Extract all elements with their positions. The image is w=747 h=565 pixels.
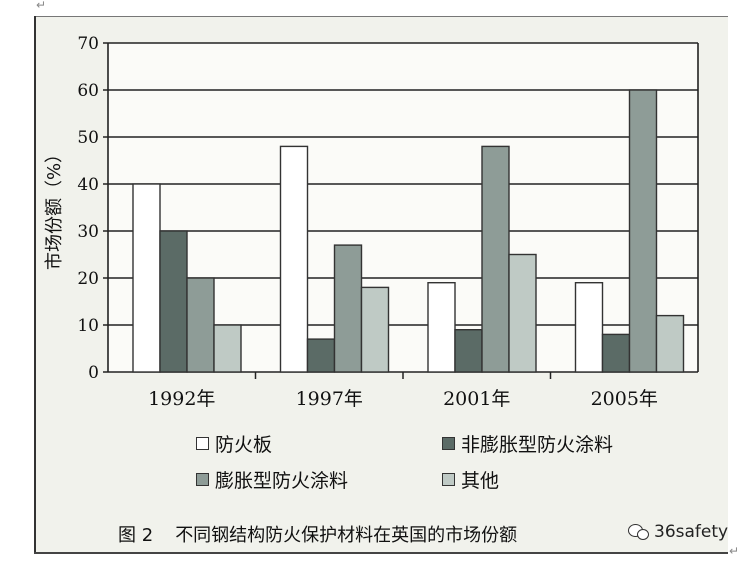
bar bbox=[481, 145, 510, 373]
figure-caption: 图 2 不同钢结构防火保护材料在英国的市场份额 bbox=[118, 521, 517, 547]
legend-item-non-intumescent: 非膨胀型防火涂料 bbox=[442, 430, 613, 457]
frame-top-line bbox=[34, 16, 728, 17]
bar bbox=[454, 329, 483, 373]
bar bbox=[333, 244, 363, 373]
y-tick-label: 70 bbox=[77, 34, 99, 54]
legend-swatch-other bbox=[442, 473, 455, 486]
wechat-icon bbox=[628, 524, 650, 540]
x-tick-label: 1992年 bbox=[148, 388, 215, 410]
legend-swatch-non-intumescent bbox=[442, 437, 455, 450]
legend-swatch-intumescent bbox=[196, 473, 209, 486]
bar bbox=[427, 282, 456, 373]
figure-caption-text: 不同钢结构防火保护材料在英国的市场份额 bbox=[175, 525, 518, 546]
y-tick-label: 40 bbox=[77, 175, 99, 195]
y-tick-label: 30 bbox=[77, 222, 99, 242]
bar bbox=[132, 183, 161, 373]
bar bbox=[306, 338, 336, 373]
frame-left-line bbox=[34, 16, 36, 554]
legend-swatch-fireboard bbox=[196, 437, 209, 450]
y-tick-label: 20 bbox=[77, 269, 99, 289]
legend-item-other: 其他 bbox=[442, 466, 499, 493]
y-tick-label: 50 bbox=[77, 128, 99, 148]
bar bbox=[159, 230, 188, 373]
chart-legend: 防火板 非膨胀型防火涂料 膨胀型防火涂料 其他 bbox=[196, 430, 656, 500]
bar bbox=[508, 253, 537, 373]
figure-caption-label: 图 2 bbox=[118, 525, 154, 546]
y-tick-label: 0 bbox=[88, 363, 99, 383]
bar bbox=[186, 277, 215, 373]
y-axis-label: 市场份额（%） bbox=[44, 145, 65, 270]
x-tick-label: 2001年 bbox=[443, 388, 510, 410]
x-tick-label: 2005年 bbox=[591, 388, 658, 410]
y-tick-label: 10 bbox=[77, 316, 99, 336]
legend-item-fireboard: 防火板 bbox=[196, 430, 272, 457]
legend-label-fireboard: 防火板 bbox=[215, 434, 273, 456]
y-tick-label: 60 bbox=[77, 81, 99, 101]
watermark-text: 36safety bbox=[654, 522, 729, 542]
return-mark-top: ↵ bbox=[36, 0, 47, 12]
legend-item-intumescent: 膨胀型防火涂料 bbox=[196, 466, 348, 493]
bar bbox=[628, 89, 658, 373]
frame-bottom-line bbox=[34, 552, 728, 554]
x-tick-label: 1997年 bbox=[296, 388, 363, 410]
legend-label-non-intumescent: 非膨胀型防火涂料 bbox=[461, 434, 614, 456]
bar bbox=[601, 333, 631, 373]
legend-label-other: 其他 bbox=[461, 470, 500, 492]
bar bbox=[360, 286, 390, 373]
bar bbox=[213, 324, 242, 373]
return-mark-bottom: ↵ bbox=[729, 544, 740, 558]
bar bbox=[279, 145, 309, 373]
bar bbox=[655, 314, 685, 373]
legend-label-intumescent: 膨胀型防火涂料 bbox=[215, 470, 349, 492]
bar bbox=[574, 282, 604, 373]
watermark: 36safety bbox=[628, 522, 728, 542]
